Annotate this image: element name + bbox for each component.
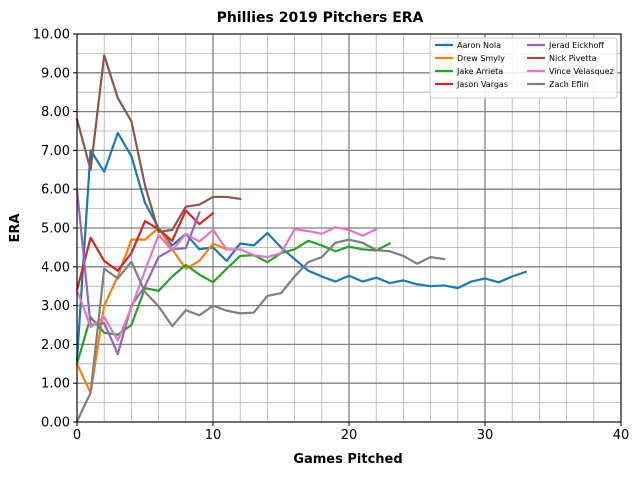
legend-label-drew-smyly: Drew Smyly (457, 54, 505, 63)
legend-label-aaron-nola: Aaron Nola (457, 41, 501, 50)
plot-area: 0 10 20 30 40 0.00 1.00 2.00 3.00 4.00 5.00 6.00 7.… (33, 28, 629, 444)
y-tick-label: 1.00 (41, 377, 70, 392)
series-line-aaron-nola (75, 131, 528, 362)
legend-box (429, 37, 618, 99)
legend-label-vince-velasquez: Vince Velasquez (549, 67, 614, 76)
y-tick-label: 0.00 (41, 416, 70, 431)
y-axis-label: ERA (8, 214, 23, 243)
series-line-zach-eflin (75, 238, 446, 423)
y-tick-label: 2.00 (41, 338, 70, 353)
legend: Aaron Nola Drew Smyly Jake Arrieta Jason Va… (429, 37, 618, 99)
series-line-jake-arrieta (75, 239, 392, 366)
x-axis-label: Games Pitched (293, 452, 402, 467)
y-tick-label: 5.00 (41, 222, 70, 237)
y-tick-label: 8.00 (41, 105, 70, 120)
x-tick-label: 0 (73, 428, 81, 443)
x-tick-label: 40 (613, 428, 630, 443)
x-tick-label: 30 (477, 428, 494, 443)
series-line-nick-pivetta (75, 54, 242, 233)
y-tick-label: 6.00 (41, 183, 70, 198)
x-tick-label: 10 (205, 428, 222, 443)
chart-title: Phillies 2019 Pitchers ERA (217, 10, 424, 26)
y-tick-label: 10.00 (33, 28, 70, 43)
y-axis-ticks: 0.00 1.00 2.00 3.00 4.00 5.00 6.00 7.00 8.00 9.00… (33, 28, 77, 431)
x-axis-ticks: 0 10 20 30 40 (73, 422, 629, 443)
series-lines (75, 54, 528, 423)
legend-label-jerad-eickhoff: Jerad Eickhoff (548, 41, 604, 50)
legend-label-zach-eflin: Zach Eflin (549, 80, 589, 89)
series-line-vince-velasquez (75, 226, 378, 342)
y-tick-label: 3.00 (41, 299, 70, 314)
y-tick-label: 7.00 (41, 144, 70, 159)
legend-label-jake-arrieta: Jake Arrieta (456, 67, 503, 76)
legend-label-nick-pivetta: Nick Pivetta (549, 54, 597, 63)
series-line-jason-vargas (75, 209, 215, 292)
legend-label-jason-vargas: Jason Vargas (456, 80, 508, 89)
x-tick-label: 20 (341, 428, 358, 443)
y-tick-label: 4.00 (41, 260, 70, 275)
y-tick-label: 9.00 (41, 66, 70, 81)
